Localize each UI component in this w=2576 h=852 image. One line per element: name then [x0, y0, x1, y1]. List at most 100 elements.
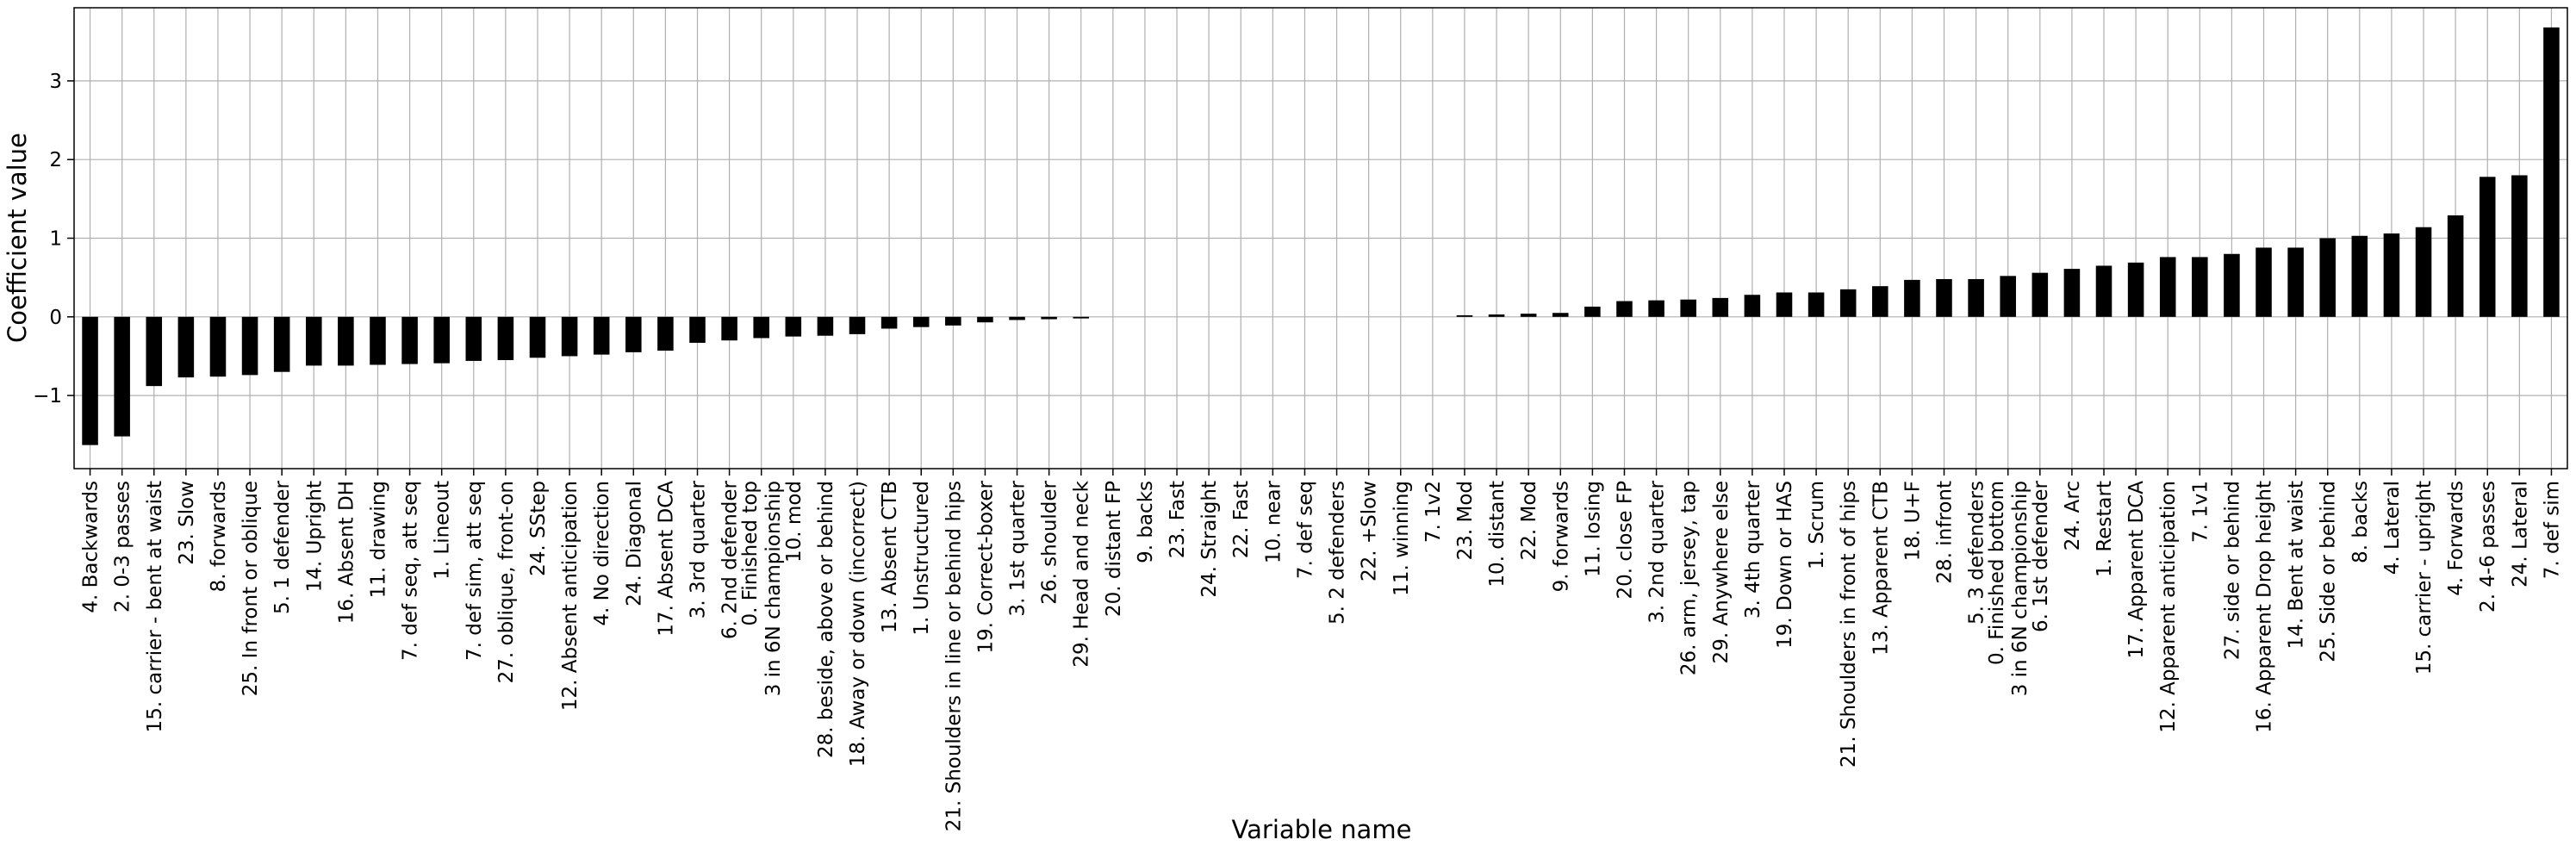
- bar: [177, 316, 195, 378]
- x-tick-label-line: 28. beside, above or behind: [815, 481, 837, 758]
- bar: [561, 316, 578, 357]
- x-tick-label-line: 7. def sim, att seq: [464, 481, 486, 661]
- x-tick-label: 4. Forwards: [2445, 481, 2467, 596]
- x-tick-label: 13. Apparent CTB: [1870, 481, 1892, 656]
- x-tick-label-line: 17. Absent DCA: [655, 481, 677, 637]
- bar: [2383, 233, 2400, 317]
- x-tick-label: 10. distant: [1486, 481, 1509, 588]
- x-tick-label: 26. arm, jersey, tap: [1678, 481, 1701, 675]
- y-tick-label: −1: [33, 385, 62, 407]
- x-tick-label: 7. def seq, att seq: [400, 481, 422, 661]
- x-tick-label: 1. Scrum: [1806, 481, 1828, 569]
- x-tick-label-line: 16. Apparent Drop height: [2254, 481, 2276, 733]
- x-tick-label-line: 10. near: [1262, 480, 1285, 563]
- x-tick-label-line: 7. 1v2: [1422, 481, 1445, 543]
- x-tick-label: 16. Absent DH: [335, 481, 358, 624]
- bar: [625, 316, 642, 352]
- x-tick-label-line: 22. Mod: [1518, 481, 1540, 560]
- x-tick-label-line: 15. carrier - bent at waist: [144, 481, 166, 732]
- x-tick-label: 11. losing: [1582, 481, 1604, 577]
- x-tick-label: 18. Away or down (incorrect): [847, 481, 869, 767]
- bar: [2000, 276, 2016, 317]
- bar: [1648, 300, 1664, 317]
- x-tick-label: 22. Fast: [1230, 481, 1253, 558]
- x-tick-label-line: 3. 2nd quarter: [1646, 480, 1669, 623]
- x-tick-label: 0. Finished top 3 in 6N championship: [739, 481, 785, 696]
- x-tick-label-line: 24. Diagonal: [623, 481, 645, 606]
- bar: [1616, 301, 1633, 317]
- x-tick-label: 25. Side or behind: [2318, 481, 2340, 662]
- x-tick-label-line: 3. 1st quarter: [1007, 480, 1030, 616]
- x-tick-label: 24. Diagonal: [623, 481, 645, 606]
- x-tick-label-line: 11. winning: [1391, 481, 1413, 596]
- x-tick-label-line: 7. 1v1: [2189, 481, 2212, 543]
- bar: [465, 316, 482, 361]
- bar: [529, 316, 546, 358]
- x-tick-label-line: 0. Finished bottom: [1986, 481, 2008, 665]
- bar: [2095, 265, 2112, 317]
- bar: [370, 316, 386, 365]
- x-tick-label: 29. Anywhere else: [1710, 481, 1733, 663]
- bar: [82, 316, 98, 445]
- bar: [721, 316, 737, 341]
- x-tick-label: 1. Lineout: [432, 481, 454, 580]
- x-tick-label-line: 2. 0-3 passes: [112, 481, 134, 613]
- x-tick-label-line: 3. 3rd quarter: [688, 480, 710, 619]
- x-tick-label-line: 23. Slow: [176, 481, 198, 565]
- bar: [1936, 278, 1952, 317]
- bar: [2447, 215, 2464, 317]
- bar: [2319, 238, 2336, 317]
- x-tick-label-line: 4. Backwards: [80, 481, 103, 613]
- bar: [273, 316, 290, 372]
- bar: [1041, 316, 1057, 320]
- bar: [1680, 299, 1696, 317]
- bar: [593, 316, 610, 355]
- x-tick-label: 15. carrier - bent at waist: [144, 481, 166, 732]
- x-tick-label-line: 26. shoulder: [1039, 480, 1061, 604]
- x-tick-label: 7. 1v1: [2189, 481, 2212, 543]
- x-tick-label: 5. 3 defenders: [1966, 481, 1988, 625]
- x-tick-label-line: 14. Bent at waist: [2286, 481, 2308, 649]
- bar: [880, 316, 898, 329]
- x-tick-label: 29. Head and neck: [1071, 480, 1093, 667]
- x-tick-label: 5. 1 defender: [271, 480, 294, 614]
- x-tick-label-line: 21. Shoulders in front of hips: [1838, 481, 1860, 768]
- x-tick-label-line: 5. 2 defenders: [1327, 481, 1349, 625]
- x-tick-label-line: 1. Restart: [2094, 481, 2116, 577]
- bar: [689, 316, 706, 343]
- x-tick-label: 24. SStep: [527, 481, 550, 576]
- x-tick-label: 23. Mod: [1454, 481, 1477, 560]
- x-tick-label-line: 20. close FP: [1614, 481, 1636, 600]
- x-tick-label: 28. beside, above or behind: [815, 481, 837, 758]
- y-tick-label: 2: [49, 149, 62, 171]
- x-tick-label: 9. forwards: [1550, 481, 1572, 592]
- x-tick-label: 17. Apparent DCA: [2125, 481, 2148, 659]
- bar: [241, 316, 258, 376]
- x-tick-label-line: 18. U+F: [1901, 481, 1924, 561]
- x-tick-label: 5. 2 defenders: [1327, 481, 1349, 625]
- x-tick-label-line: 3. 4th quarter: [1742, 480, 1764, 619]
- bar: [114, 316, 130, 437]
- y-axis-ticks: −1 0 1 2 3: [33, 71, 74, 407]
- x-tick-label: 1. Restart: [2094, 481, 2116, 577]
- x-axis-label: Variable name: [1232, 815, 1412, 844]
- x-tick-label-line: 11. drawing: [367, 481, 389, 598]
- x-tick-label: 4. No direction: [591, 481, 613, 626]
- x-tick-label-line: 25. In front or oblique: [240, 481, 262, 696]
- x-tick-label-line: 16. Absent DH: [335, 481, 358, 624]
- bar: [1712, 297, 1729, 317]
- x-tick-label: 4. Backwards: [80, 481, 103, 613]
- y-tick-label: 0: [49, 307, 62, 329]
- x-tick-label: 8. forwards: [208, 481, 230, 592]
- x-tick-label-line: 14. Upright: [303, 481, 326, 592]
- x-tick-label-line: 27. oblique, front-on: [495, 481, 518, 683]
- bar: [2479, 177, 2496, 317]
- bar: [305, 316, 322, 366]
- x-tick-label: 11. drawing: [367, 481, 389, 598]
- x-tick-label-line: 18. Away or down (incorrect): [847, 481, 869, 767]
- x-tick-label-line: 6. 2nd defender: [719, 480, 742, 639]
- bar: [817, 316, 834, 336]
- x-tick-label: 22. +Slow: [1359, 481, 1381, 581]
- x-axis-ticks: 4. Backwards 2. 0-3 passes 15. carrier - b…: [80, 469, 2563, 831]
- x-tick-label: 28. infront: [1934, 481, 1957, 584]
